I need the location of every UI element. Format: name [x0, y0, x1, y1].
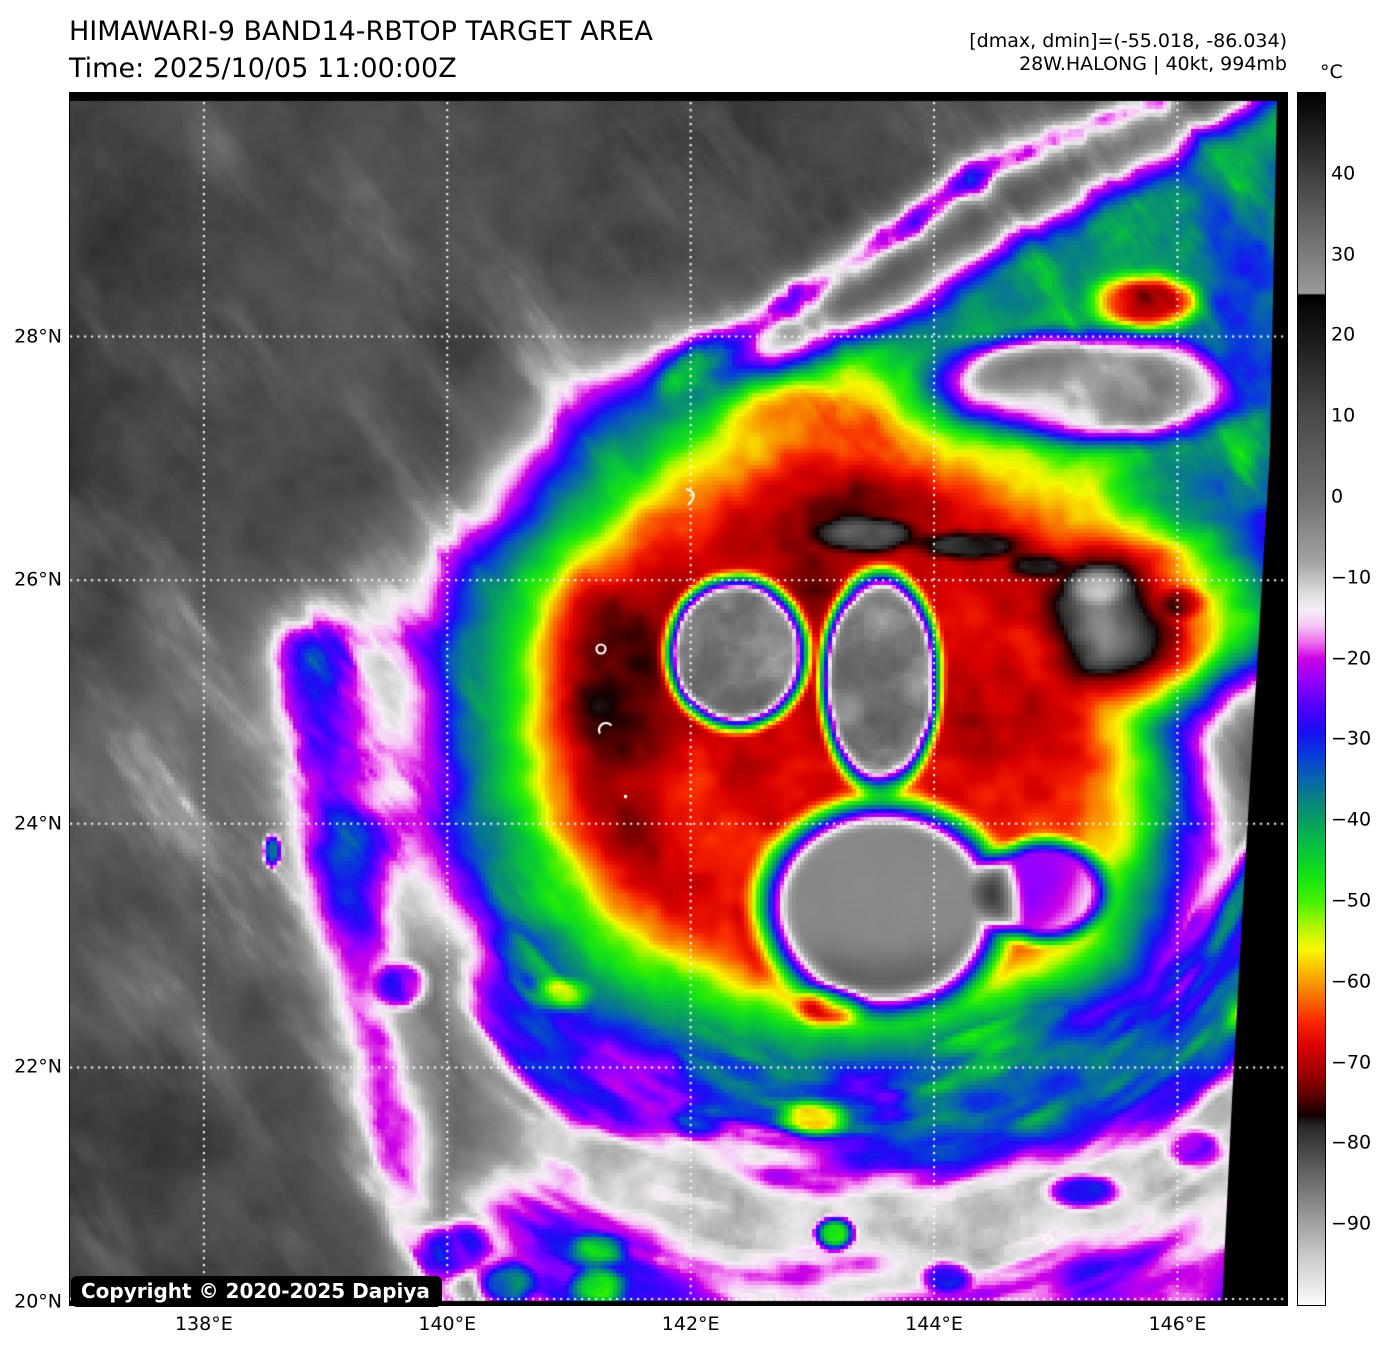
colorbar-tick-label: −30 [1331, 727, 1372, 750]
colorbar-tick-label: 10 [1331, 404, 1356, 427]
header-right: [dmax, dmin]=(-55.018, -86.034) 28W.HALO… [969, 30, 1287, 76]
x-tick-label: 144°E [905, 1313, 963, 1335]
colorbar-tick-label: −40 [1331, 808, 1372, 831]
colorbar-tick-label: 20 [1331, 323, 1356, 346]
colorbar-tick-label: −60 [1331, 970, 1372, 993]
colorbar-tick-label: −20 [1331, 647, 1372, 670]
figure-time: Time: 2025/10/05 11:00:00Z [69, 53, 457, 84]
copyright-badge: Copyright © 2020-2025 Dapiya [71, 1276, 442, 1307]
y-tick-label: 22°N [14, 1056, 62, 1079]
colorbar-tick-label: 0 [1331, 485, 1344, 508]
x-tick-label: 140°E [418, 1313, 477, 1335]
colorbar-tick-label: −90 [1331, 1212, 1372, 1235]
storm-info-readout: 28W.HALONG | 40kt, 994mb [1019, 53, 1287, 75]
colorbar [1297, 92, 1326, 1306]
figure-title: HIMAWARI-9 BAND14-RBTOP TARGET AREA [69, 16, 653, 47]
colorbar-tick-label: −70 [1331, 1051, 1372, 1074]
colorbar-tick-label: −50 [1331, 889, 1372, 912]
x-tick-label: 142°E [661, 1313, 720, 1335]
y-tick-label: 28°N [14, 325, 62, 348]
colorbar-tick-label: −10 [1331, 566, 1372, 589]
y-tick-label: 26°N [14, 568, 62, 591]
colorbar-tick-label: 30 [1331, 243, 1356, 266]
dmax-dmin-readout: [dmax, dmin]=(-55.018, -86.034) [969, 30, 1287, 52]
colorbar-unit-label: °C [1320, 61, 1343, 83]
x-tick-label: 146°E [1148, 1313, 1207, 1335]
colorbar-tick-label: 40 [1331, 162, 1356, 185]
y-tick-label: 20°N [14, 1290, 62, 1313]
y-tick-label: 24°N [14, 812, 62, 835]
colorbar-tick-label: −80 [1331, 1131, 1372, 1154]
satellite-map-canvas [69, 92, 1288, 1306]
x-tick-label: 138°E [174, 1313, 233, 1335]
